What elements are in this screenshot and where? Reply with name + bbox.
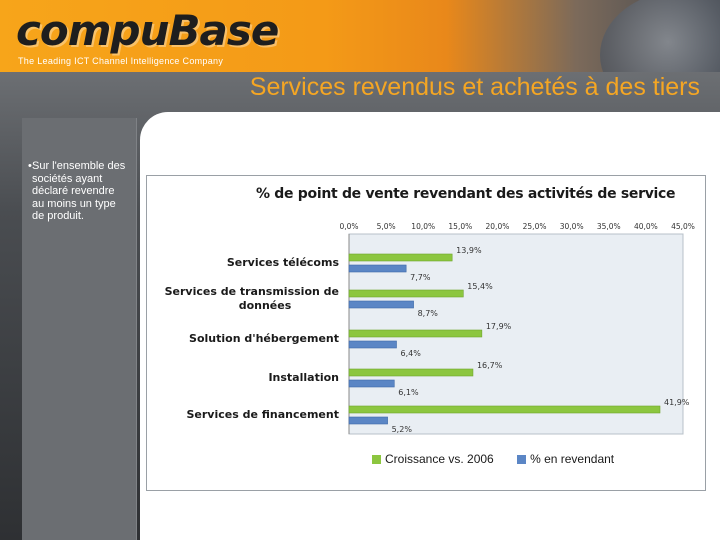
data-label: 15,4% xyxy=(467,282,493,291)
legend-item-blue: % en revendant xyxy=(517,452,614,466)
data-label: 6,1% xyxy=(398,388,419,397)
data-label: 13,9% xyxy=(456,246,482,255)
x-tick-label: 35,0% xyxy=(597,222,621,231)
legend-swatch-green xyxy=(372,455,381,465)
bar-green xyxy=(348,368,474,377)
bar-blue xyxy=(348,379,395,388)
category-label: données xyxy=(239,299,292,312)
x-tick-label: 30,0% xyxy=(560,222,584,231)
category-label: Services télécoms xyxy=(227,256,340,269)
category-label: Installation xyxy=(268,371,339,384)
data-label: 16,7% xyxy=(477,361,503,370)
x-tick-label: 40,0% xyxy=(634,222,658,231)
header-banner: compuBase The Leading ICT Channel Intell… xyxy=(0,0,720,120)
x-tick-label: 15,0% xyxy=(448,222,472,231)
legend-swatch-blue xyxy=(517,455,527,465)
bar-green xyxy=(348,405,661,414)
bar-green xyxy=(348,289,464,298)
x-tick-label: 20,0% xyxy=(486,222,510,231)
bullet-text: Sur l'ensemble des sociétés ayant déclar… xyxy=(32,160,126,222)
bar-green xyxy=(348,329,483,338)
x-tick-label: 45,0% xyxy=(671,222,695,231)
bar-blue xyxy=(348,264,407,273)
left-panel xyxy=(22,118,137,540)
x-tick-label: 0,0% xyxy=(339,222,358,231)
data-label: 6,4% xyxy=(401,349,422,358)
x-tick-label: 25,0% xyxy=(523,222,547,231)
data-label: 5,2% xyxy=(392,425,413,434)
chart-legend: Croissance vs. 2006 % en revendant xyxy=(372,452,634,466)
company-logo: compuBase xyxy=(16,6,279,55)
chart-title: % de point de vente revendant des activi… xyxy=(256,186,676,202)
legend-label-blue: % en revendant xyxy=(530,452,615,466)
bar-blue xyxy=(348,340,397,349)
bar-green xyxy=(348,253,453,262)
data-label: 8,7% xyxy=(418,309,439,318)
x-tick-label: 5,0% xyxy=(377,222,396,231)
logo-tagline: The Leading ICT Channel Intelligence Com… xyxy=(18,56,224,66)
category-label: Services de transmission de xyxy=(165,285,339,298)
category-label: Services de financement xyxy=(186,408,339,421)
data-label: 41,9% xyxy=(664,398,690,407)
bar-blue xyxy=(348,300,414,309)
bullet-note: • Sur l'ensemble des sociétés ayant décl… xyxy=(28,160,128,223)
x-tick-label: 10,0% xyxy=(411,222,435,231)
bullet-marker: • xyxy=(28,160,32,172)
bar-blue xyxy=(348,416,388,425)
legend-item-green: Croissance vs. 2006 xyxy=(372,452,494,466)
data-label: 17,9% xyxy=(486,322,512,331)
category-label: Solution d'hébergement xyxy=(189,332,339,345)
data-label: 7,7% xyxy=(410,273,431,282)
slide-title: Services revendus et achetés à des tiers xyxy=(249,73,700,101)
legend-label-green: Croissance vs. 2006 xyxy=(385,452,494,466)
